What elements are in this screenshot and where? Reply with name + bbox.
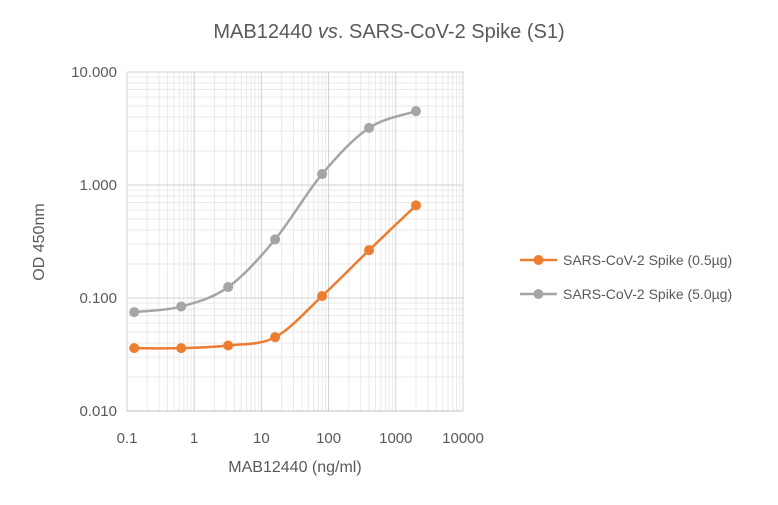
data-point bbox=[129, 307, 140, 318]
legend-marker bbox=[533, 255, 544, 265]
data-point bbox=[364, 245, 375, 256]
x-axis-label: MAB12440 (ng/ml) bbox=[228, 459, 361, 476]
y-tick-label: 0.010 bbox=[79, 403, 117, 420]
legend-label: SARS-CoV-2 Spike (5.0µg) bbox=[563, 286, 732, 302]
data-point bbox=[317, 169, 328, 180]
data-point bbox=[317, 291, 328, 302]
data-point bbox=[411, 106, 422, 117]
x-tick-label: 10000 bbox=[442, 430, 484, 447]
series-line bbox=[134, 204, 417, 350]
data-point bbox=[176, 343, 187, 354]
x-tick-label: 1000 bbox=[379, 430, 412, 447]
data-point bbox=[223, 282, 234, 293]
legend-marker bbox=[533, 289, 544, 299]
y-tick-label: 0.100 bbox=[79, 290, 117, 307]
y-tick-label: 10.000 bbox=[71, 64, 117, 81]
axes: 0.1 1 10 100 1000 10000 0.010 0.100 1.000 10.000 bbox=[71, 64, 484, 447]
data-point bbox=[270, 234, 281, 245]
data-point bbox=[176, 301, 187, 312]
x-tick-label: 10 bbox=[253, 430, 270, 447]
data-point bbox=[270, 332, 281, 343]
y-tick-label: 1.000 bbox=[79, 177, 117, 194]
data-point bbox=[223, 340, 234, 351]
data-point bbox=[129, 343, 140, 354]
chart-title-part-3: . SARS-CoV-2 Spike (S1) bbox=[338, 21, 565, 43]
chart-title-part-1: MAB12440 bbox=[213, 21, 318, 43]
series-line bbox=[134, 109, 417, 314]
y-axis-label: OD 450nm bbox=[31, 203, 48, 280]
chart-title-part-2: vs bbox=[318, 21, 338, 43]
series-layer bbox=[129, 106, 422, 354]
legend-label: SARS-CoV-2 Spike (0.5µg) bbox=[563, 252, 732, 268]
x-tick-label: 0.1 bbox=[117, 430, 138, 447]
x-tick-label: 1 bbox=[190, 430, 198, 447]
chart-title: MAB12440 vs. SARS-CoV-2 Spike (S1) bbox=[213, 21, 564, 43]
gridlines bbox=[126, 71, 464, 412]
data-point bbox=[411, 200, 422, 211]
x-tick-label: 100 bbox=[316, 430, 341, 447]
data-point bbox=[364, 122, 375, 133]
legend: SARS-CoV-2 Spike (0.5µg) SARS-CoV-2 Spike… bbox=[520, 252, 732, 302]
